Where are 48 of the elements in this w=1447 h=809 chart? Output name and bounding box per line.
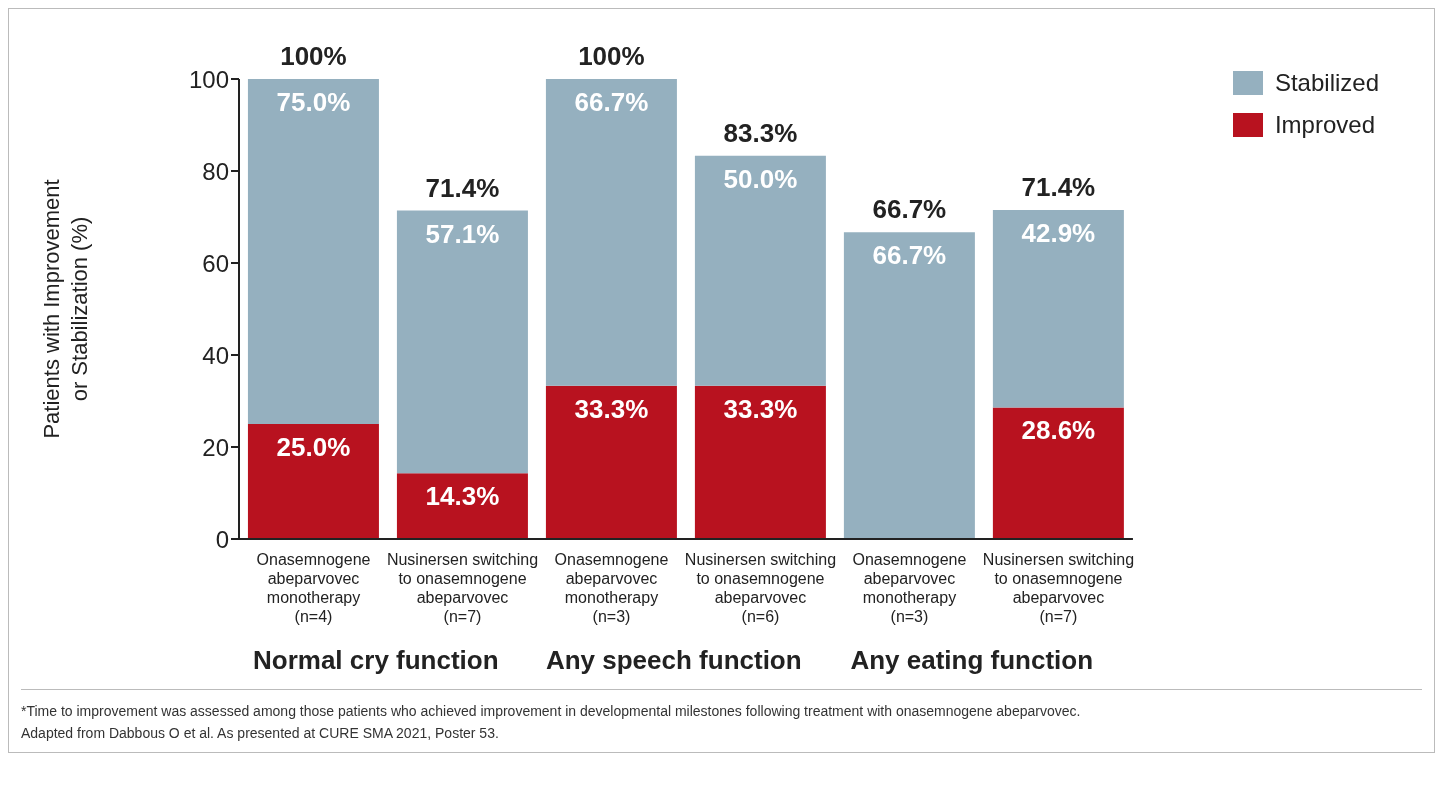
data-label: 33.3% (574, 393, 649, 424)
bar (992, 210, 1124, 408)
y-tick-label: 0 (215, 525, 229, 553)
x-tick-label: Nusinersen switching to onasemnogene abeparvovec (n=7) (386, 551, 539, 625)
y-tick-label: 20 (202, 433, 229, 461)
data-label: 66.7% (872, 240, 947, 271)
total-label: 83.3% (723, 117, 798, 148)
text: Any speech function (545, 645, 802, 675)
x-tick-label: Onasemnogene abeparvovec monotherapy (n=4) (256, 551, 371, 625)
bar (694, 385, 826, 539)
bar (396, 473, 528, 539)
bar (694, 155, 826, 386)
bar (545, 79, 677, 386)
data-label: 75.0% (276, 87, 351, 117)
data-label: 25.0% (276, 432, 351, 462)
data-label: 33.3% (723, 393, 798, 424)
data-label: 42.9% (1021, 218, 1096, 249)
bar (545, 385, 677, 539)
total-label: 71.4% (425, 172, 500, 203)
x-tick-label: Nusinersen switching to onasemnogene abeparvovec (n=7) (982, 551, 1135, 625)
total-label: 100% (578, 41, 645, 71)
text: Any eating function (850, 645, 1094, 675)
x-tick-label: Onasemnogene abeparvovec monotherapy (n=3) (852, 551, 967, 625)
bar (843, 232, 975, 539)
text: Normal cry function (253, 645, 499, 675)
y-tick-label: 80 (202, 157, 229, 185)
x-tick-label: Onasemnogene abeparvovec monotherapy (n=3) (554, 551, 669, 625)
data-label: 66.7% (574, 87, 649, 117)
text: *Time to improvement was assessed among those patients who achieved improvement in developmental milestones following treatment with onasemnogene abeparvovec. (21, 702, 1082, 721)
legend-label: Stabilized (1274, 69, 1379, 97)
y-tick-label: 100 (188, 65, 229, 93)
y-axis-title: Patients with Improvement or Stabilization (%) (39, 179, 92, 439)
total-label: 100% (280, 41, 347, 71)
total-label: 71.4% (1021, 172, 1096, 203)
x-tick-label: Nusinersen switching to onasemnogene abeparvovec (n=6) (684, 551, 837, 625)
bar (396, 210, 528, 474)
y-tick-label: 60 (202, 249, 229, 277)
data-label: 57.1% (425, 218, 500, 249)
text: Adapted from Dabbous O et al. As presented at CURE SMA 2021, Poster 53. (21, 724, 500, 743)
bar (992, 407, 1124, 539)
bar (247, 79, 379, 424)
data-label: 14.3% (425, 481, 500, 512)
data-label: 50.0% (723, 163, 798, 194)
legend-label: Improved (1274, 111, 1375, 139)
total-label: 66.7% (872, 194, 947, 225)
y-tick-label: 40 (202, 341, 229, 369)
bar (247, 424, 379, 539)
data-label: 28.6% (1021, 415, 1096, 446)
